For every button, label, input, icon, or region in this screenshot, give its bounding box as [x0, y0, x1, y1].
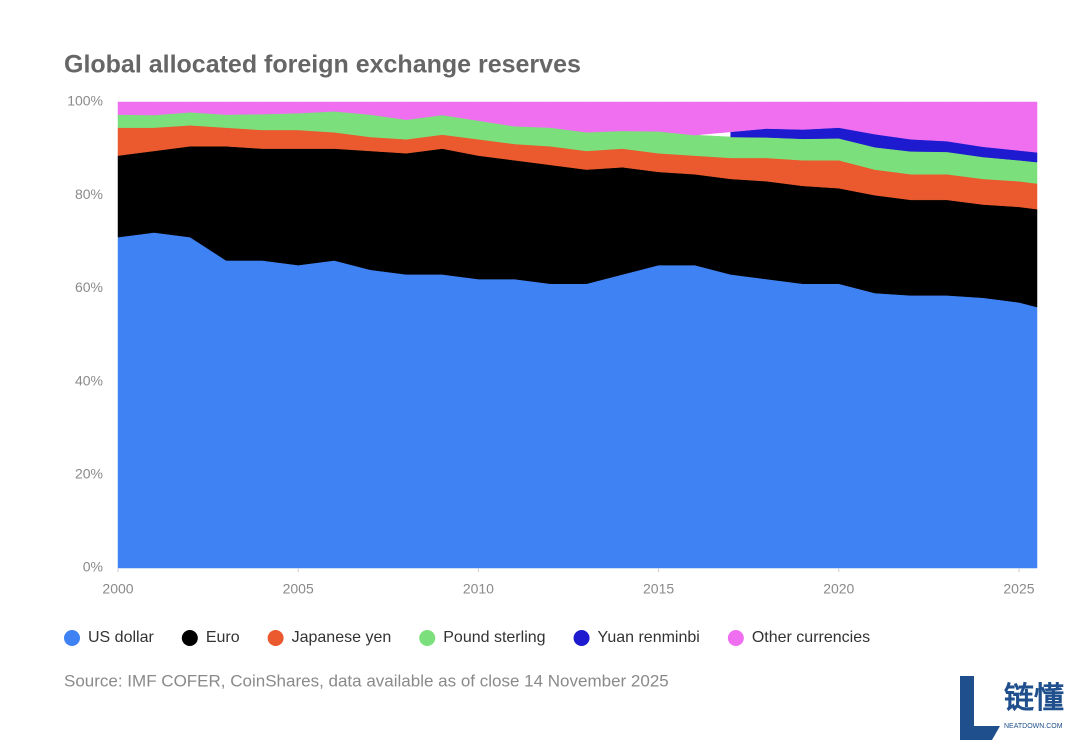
- y-tick-label: 80%: [75, 186, 103, 202]
- legend-label: US dollar: [88, 629, 154, 646]
- legend-swatch: [573, 630, 590, 646]
- legend-swatch: [267, 630, 284, 646]
- chart-title: Global allocated foreign exchange reserv…: [64, 51, 581, 79]
- logo-text: 链懂: [1004, 681, 1064, 715]
- plot-area: [117, 101, 1038, 569]
- legend-label: Japanese yen: [292, 629, 392, 646]
- legend-label: Pound sterling: [443, 629, 545, 646]
- x-tick-label: 2015: [643, 581, 674, 597]
- legend-label: Other currencies: [752, 629, 870, 646]
- axes: 0% 20% 40% 60% 80% 100% 2000 2005 2010 2015 2020 20…: [67, 93, 1035, 597]
- legend-swatch: [64, 630, 80, 646]
- area: [117, 101, 1038, 153]
- y-tick-label: 40%: [75, 372, 103, 388]
- y-tick-label: 20%: [75, 466, 103, 482]
- legend-swatch: [181, 630, 198, 646]
- x-tick-label: 2020: [823, 581, 854, 597]
- y-tick-label: 60%: [75, 279, 103, 295]
- legend-swatch: [727, 630, 744, 646]
- y-tick-label: 100%: [67, 93, 103, 109]
- legend-swatch: [419, 630, 436, 646]
- legend: US dollar Euro Japanese yen Pound sterling Y…: [64, 629, 870, 646]
- y-tick-label: 0%: [83, 559, 103, 575]
- x-tick-label: 2000: [102, 581, 133, 597]
- source-note: Source: IMF COFER, CoinShares, data avai…: [64, 671, 669, 690]
- x-tick-label: 2010: [463, 581, 494, 597]
- logo-subtext: NEATDOWN.COM: [1004, 723, 1063, 730]
- logo: 链懂 NEATDOWN.COM: [960, 676, 1064, 740]
- legend-label: Euro: [206, 629, 240, 646]
- x-tick-label: 2005: [283, 581, 314, 597]
- logo-icon: [960, 676, 1000, 740]
- x-tick-label: 2025: [1003, 581, 1034, 597]
- legend-label: Yuan renminbi: [598, 629, 700, 646]
